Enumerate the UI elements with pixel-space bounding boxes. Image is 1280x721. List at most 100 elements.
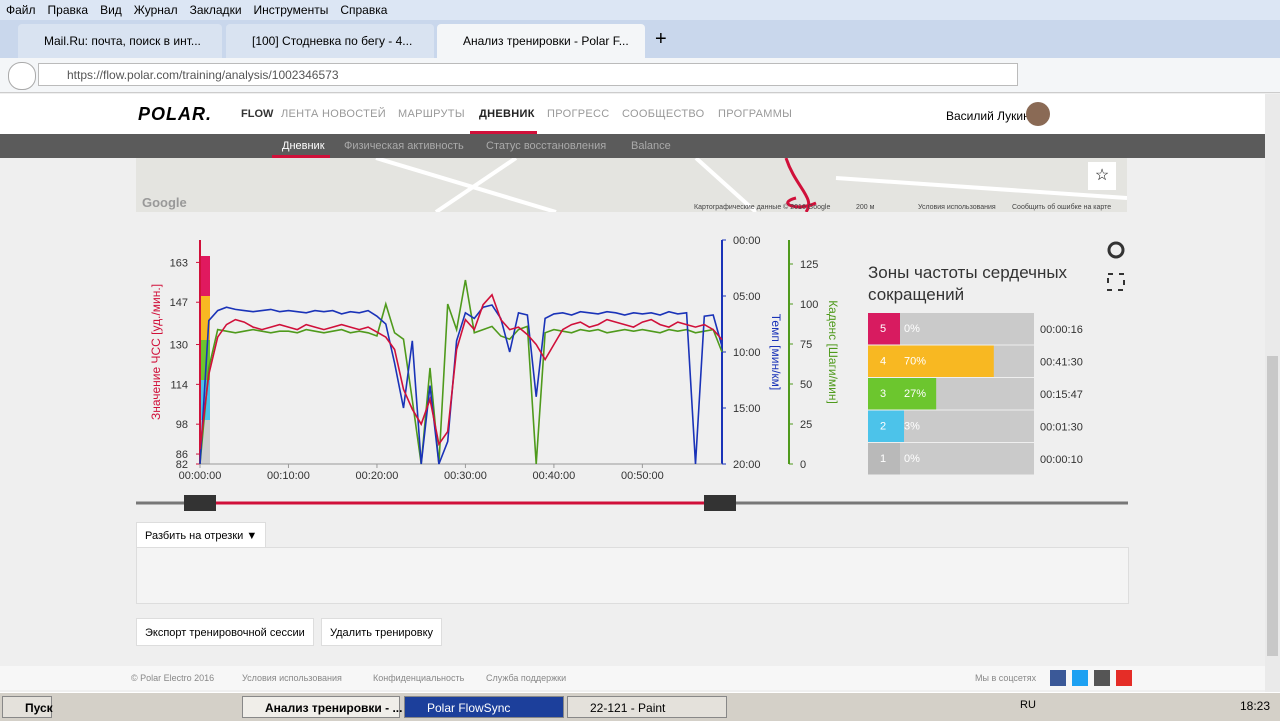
start-button[interactable]: Пуск [2, 696, 53, 718]
new-tab[interactable]: + [655, 28, 667, 50]
fullscreen-icon [1107, 273, 1125, 291]
tab[interactable]: Анализ тренировки - Polar F... [437, 24, 645, 58]
zone-value-label: 0% [904, 323, 920, 335]
site-header: POLAR. FLOW ЛЕНТА НОВОСТЕЙ МАРШРУТЫ ДНЕВ… [0, 94, 1265, 134]
tab[interactable]: [100] Стодневка по бегу - 4... [226, 24, 434, 58]
zone-track [868, 313, 1034, 345]
zone-cell [868, 410, 900, 442]
menu-item[interactable]: Закладки [189, 3, 242, 17]
menu-item[interactable]: Файл [6, 3, 36, 17]
x-tick-label: 00:40:00 [532, 470, 575, 482]
map-logo: Google [142, 195, 187, 210]
data-line [199, 293, 723, 450]
language[interactable]: RU [1020, 699, 1036, 711]
task-window[interactable]: Анализ тренировки - ... [242, 696, 402, 718]
zone-bar [900, 378, 937, 410]
y3-tick-label: 0 [800, 459, 806, 471]
menu-item[interactable]: Вид [100, 3, 122, 17]
export-button[interactable]: Экспорт тренировочной сессии [136, 618, 314, 646]
sub-item[interactable]: Статус восстановления [486, 140, 607, 152]
task-window[interactable]: Polar FlowSync [404, 696, 564, 718]
nav-underline [470, 131, 537, 134]
sub-nav: Дневник Физическая активность Статус вос… [0, 134, 1265, 158]
nav-item[interactable]: ПРОГРАММЫ [718, 108, 793, 120]
x-tick-label: 00:30:00 [444, 470, 487, 482]
menu-item[interactable]: Инструменты [253, 3, 329, 17]
y2-tick-label: 05:00 [733, 291, 761, 303]
zone-bar [900, 410, 905, 442]
x-tick-label: 00:10:00 [267, 470, 310, 482]
tab[interactable]: Mail.Ru: почта, поиск в инт... [18, 24, 222, 58]
nav-item[interactable]: СООБЩЕСТВО [622, 108, 705, 120]
y3-tick-label: 125 [800, 259, 818, 271]
zone-time: 00:15:47 [1040, 389, 1083, 401]
sub-item[interactable]: Дневник [282, 140, 325, 152]
back-button[interactable] [8, 62, 36, 90]
y-tick-label: 130 [170, 340, 188, 352]
footer-link[interactable]: Служба поддержки [486, 673, 567, 683]
task-window[interactable]: 22-121 - Paint [567, 696, 727, 718]
zone-track [868, 378, 1034, 410]
menu-bar: Файл Правка Вид Журнал Закладки Инструменты Сп… [0, 0, 1280, 20]
split-button[interactable]: Разбить на отрезки ▼ [136, 522, 267, 548]
zone-time: 00:00:16 [1040, 324, 1083, 336]
copyright: © Polar Electro 2016 [131, 673, 215, 683]
footer-link[interactable]: Конфиденциальность [373, 673, 465, 683]
y2-tick-label: 20:00 [733, 459, 761, 471]
sub-item[interactable]: Физическая активность [344, 140, 464, 152]
nav-item[interactable]: ПРОГРЕСС [547, 108, 610, 120]
logo[interactable]: POLAR. [138, 104, 213, 124]
favorite-button[interactable]: ☆ [1088, 162, 1116, 190]
zone-value-label: 3% [904, 421, 920, 433]
map-report[interactable]: Сообщить об ошибке на карте [1012, 204, 1112, 211]
zone-track [868, 443, 1034, 475]
url-bar: https://flow.polar.com/training/analysis… [0, 58, 1280, 93]
data-line [199, 304, 723, 465]
zone-cell [868, 313, 900, 345]
zone-time: 00:01:30 [1040, 422, 1083, 434]
user-name[interactable]: Василий Лукин [946, 109, 1030, 123]
menu-item[interactable]: Справка [340, 3, 388, 17]
y-tick-label: 82 [176, 459, 188, 471]
map-terms[interactable]: Условия использования [918, 204, 996, 211]
footer-link[interactable]: Условия использования [242, 673, 342, 683]
sub-item[interactable]: Balance [631, 140, 671, 152]
y3-tick-label: 50 [800, 379, 812, 391]
menu-item[interactable]: Журнал [133, 3, 178, 17]
zone-band [201, 420, 210, 464]
twitter[interactable] [1072, 670, 1088, 686]
nav-item[interactable]: ЛЕНТА НОВОСТЕЙ [281, 108, 387, 120]
zone-cell [868, 443, 900, 475]
scrollbar[interactable] [1265, 94, 1280, 692]
y2-tick-label: 10:00 [733, 347, 761, 359]
nav-item[interactable]: ДНЕВНИК [479, 108, 535, 120]
zone-band [201, 340, 210, 380]
y3-tick-label: 25 [800, 419, 812, 431]
data-line [199, 279, 723, 465]
zones-title: Зоны частоты сердечных сокращений [868, 263, 1068, 304]
zone-time: 00:41:30 [1040, 357, 1083, 369]
url[interactable]: https://flow.polar.com/training/analysis… [38, 63, 1018, 86]
zone-track [868, 410, 1034, 442]
y-tick-label: 114 [170, 379, 188, 391]
instagram[interactable] [1094, 670, 1110, 686]
menu-item[interactable]: Правка [47, 3, 89, 17]
delete-button[interactable]: Удалить тренировку [321, 618, 443, 646]
splits-panel [136, 547, 1129, 604]
social-label: Мы в соцсетях [975, 673, 1037, 683]
zone-cell [868, 378, 900, 410]
facebook[interactable] [1050, 670, 1066, 686]
scroll-thumb[interactable] [1267, 356, 1278, 656]
clock: 18:23 [1240, 699, 1271, 713]
y-tick-label: 98 [176, 419, 188, 431]
zone-value-label: 70% [904, 356, 926, 368]
avatar[interactable] [1026, 102, 1050, 126]
nav-item[interactable]: МАРШРУТЫ [398, 108, 465, 120]
zone-label: 4 [880, 356, 886, 368]
y2-axis-title: Темп [мин/км] [769, 314, 783, 391]
map-attribution: Картографические данные © 2016 Google [694, 204, 831, 211]
youtube[interactable] [1116, 670, 1132, 686]
y2-tick-label: 00:00 [733, 235, 761, 247]
map[interactable]: Google Картографические данные © 2016 Go… [136, 158, 1127, 212]
